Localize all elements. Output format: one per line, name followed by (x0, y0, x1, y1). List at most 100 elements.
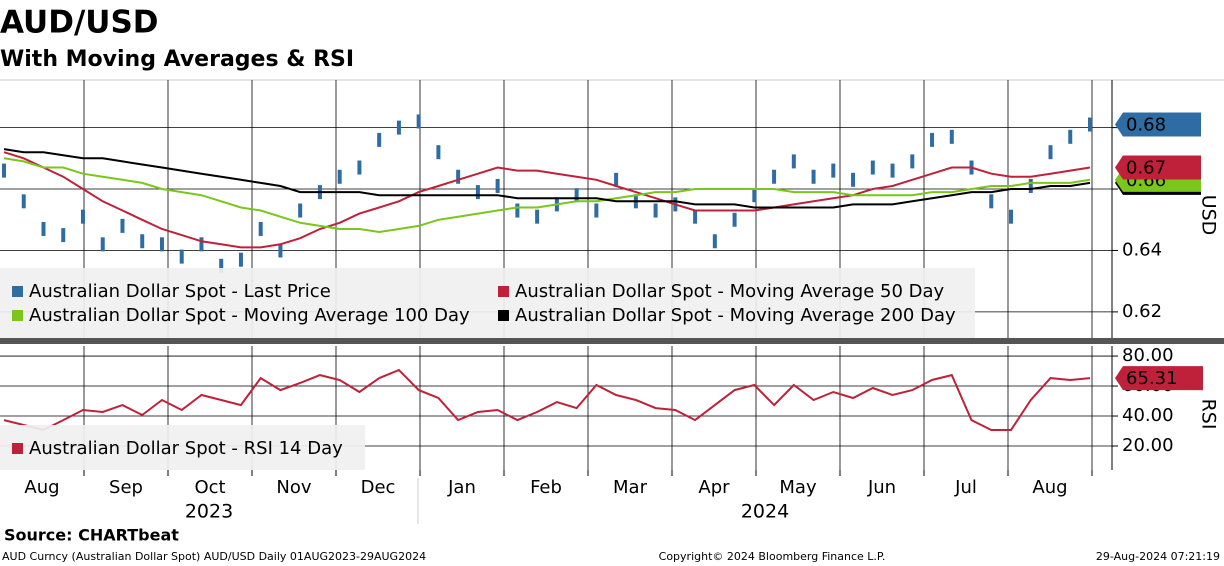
legend-box (0, 268, 975, 338)
x-tick-label: Jun (867, 477, 896, 498)
x-tick-label: Nov (276, 477, 311, 498)
x-tick-label: Oct (194, 477, 225, 498)
price-bar (61, 228, 66, 243)
price-bar (377, 132, 382, 147)
price-bar (1088, 117, 1092, 132)
price-bar (870, 160, 875, 175)
price-bar (732, 212, 737, 227)
price-bar (357, 160, 362, 175)
legend-swatch (12, 310, 23, 321)
price-bar (1048, 145, 1053, 160)
price-bar (219, 258, 224, 273)
price-bar (159, 237, 164, 252)
price-bar (41, 221, 46, 236)
footer-right: 29-Aug-2024 07:21:19 (1096, 550, 1220, 563)
price-bar (949, 129, 954, 144)
legend-label: Australian Dollar Spot - Moving Average … (515, 305, 956, 326)
x-tick-label: Mar (613, 477, 648, 498)
price-bar (712, 234, 717, 249)
year-label: 2024 (741, 501, 789, 523)
y-tick-label: 0.62 (1122, 301, 1162, 322)
legend-swatch (498, 286, 509, 297)
x-tick-label: Apr (698, 477, 730, 498)
footer-center: Copyright© 2024 Bloomberg Finance L.P. (659, 550, 886, 563)
series-line (3, 148, 1091, 209)
price-bar (890, 163, 895, 178)
price-bar (811, 169, 816, 184)
y-axis-label: RSI (1198, 399, 1220, 430)
legend-label: Australian Dollar Spot - Last Price (29, 281, 331, 302)
price-bar (791, 154, 796, 169)
source: Source: CHARTbeat (4, 526, 179, 545)
last-value-badge (1115, 112, 1201, 137)
series-line (3, 151, 1091, 249)
y-axis-label: USD (1198, 195, 1220, 236)
price-bar (495, 178, 500, 193)
series-line (3, 368, 1091, 432)
price-bar (752, 188, 757, 203)
price-bar (515, 203, 520, 218)
price-bar (851, 172, 856, 187)
price-bar (1068, 129, 1073, 144)
price-bar (831, 163, 836, 178)
price-bar (910, 154, 915, 169)
footer-left: AUD Curncy (Australian Dollar Spot) AUD/… (2, 550, 426, 563)
x-tick-label: Aug (1032, 477, 1067, 498)
price-bar (693, 209, 698, 224)
price-bar (614, 172, 619, 187)
price-bar (238, 252, 243, 267)
price-bar (199, 237, 204, 252)
x-tick-label: Sep (109, 477, 143, 498)
price-bar (574, 188, 579, 203)
legend-label: Australian Dollar Spot - RSI 14 Day (29, 438, 343, 459)
legend-label: Australian Dollar Spot - Moving Average … (515, 281, 945, 302)
price-bar (278, 243, 283, 258)
x-tick-label: Dec (361, 477, 396, 498)
title: AUD/USD (0, 5, 159, 41)
price-bar (396, 120, 401, 135)
price-bar (1009, 209, 1014, 224)
price-bar (772, 169, 777, 184)
price-bar (456, 169, 461, 184)
price-bar (298, 203, 303, 218)
price-bar (416, 114, 421, 129)
subtitle: With Moving Averages & RSI (0, 47, 354, 72)
price-bar (2, 163, 6, 178)
last-value-label: 65.31 (1126, 368, 1178, 389)
last-value-badge (1115, 155, 1201, 180)
y-tick-label: 80.00 (1122, 345, 1174, 366)
price-bar (258, 221, 263, 236)
x-tick-label: May (779, 477, 817, 498)
price-bar (140, 234, 145, 249)
year-label: 2023 (185, 501, 233, 523)
last-value-badge (1115, 366, 1203, 391)
legend-label: Australian Dollar Spot - Moving Average … (29, 305, 470, 326)
price-bar (436, 145, 441, 160)
legend-swatch (12, 443, 23, 454)
price-bar (179, 249, 184, 264)
price-bar (475, 185, 480, 200)
price-bar (337, 169, 342, 184)
x-tick-label: Aug (24, 477, 59, 498)
price-bar (594, 203, 599, 218)
price-bar (535, 209, 540, 224)
x-tick-label: Jul (954, 477, 977, 498)
legend-box (0, 425, 365, 470)
y-tick-label: 20.00 (1122, 435, 1174, 456)
price-bar (21, 194, 26, 209)
price-bar (120, 218, 125, 233)
y-tick-label: 40.00 (1122, 405, 1174, 426)
last-value-label: 0.67 (1126, 158, 1166, 179)
price-bar (653, 203, 658, 218)
y-tick-label: 0.64 (1122, 239, 1162, 260)
x-tick-label: Feb (530, 477, 562, 498)
panel-divider (0, 338, 1224, 344)
price-bar (930, 132, 935, 147)
series-line (3, 157, 1091, 234)
price-bar (80, 209, 85, 224)
last-value-label: 0.68 (1126, 115, 1166, 136)
legend-swatch (498, 310, 509, 321)
price-bar (1028, 178, 1033, 193)
legend-swatch (12, 286, 23, 297)
